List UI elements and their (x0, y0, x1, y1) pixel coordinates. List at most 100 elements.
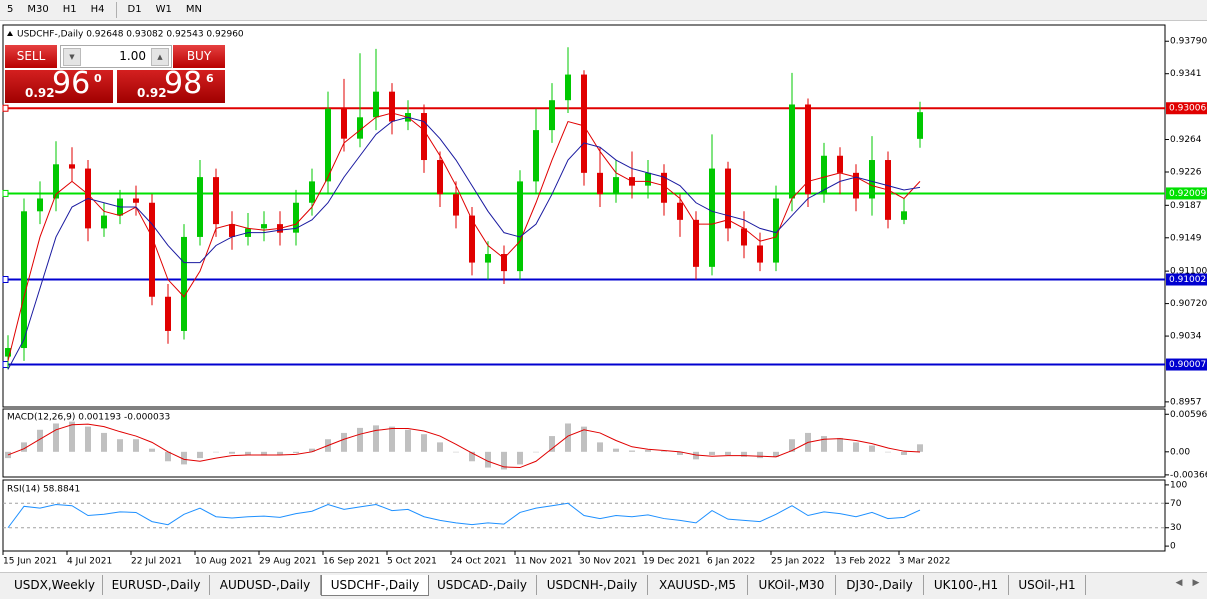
macd-bar (181, 451, 187, 465)
level-label: 0.92009 (1169, 189, 1206, 199)
bid-sup: 0 (94, 72, 102, 85)
level-anchor (2, 189, 9, 197)
timeframe-button[interactable]: H4 (90, 4, 105, 15)
macd-bar (405, 429, 411, 452)
candle-body (421, 113, 427, 161)
chart-tab[interactable]: UK100-,H1 (924, 575, 1009, 595)
macd-bar (853, 442, 859, 452)
bid-price[interactable]: 0.92 96 0 (5, 66, 113, 103)
candle-body (69, 164, 75, 169)
macd-signal (7, 423, 921, 469)
chart-tab[interactable]: USDCAD-,Daily (428, 575, 537, 595)
timeframe-button[interactable]: 5 (7, 4, 14, 15)
x-tick-label: 16 Sep 2021 (323, 557, 380, 567)
chart-tab[interactable]: EURUSD-,Daily (103, 575, 210, 595)
chart-tab[interactable]: USOil-,H1 (1009, 575, 1086, 595)
chart-tab[interactable]: USDX,Weekly (7, 575, 103, 595)
tab-next[interactable]: ▶ (1192, 578, 1200, 588)
candle-body (197, 177, 203, 237)
ma-slow (7, 116, 921, 370)
one-click-trading: SELL ▼ 1.00 ▲ BUY 0.92 96 0 0.92 98 6 (5, 45, 225, 103)
x-tick-label: 15 Jun 2021 (3, 557, 57, 567)
candle-body (341, 108, 347, 139)
level-label-box (1166, 358, 1207, 371)
timeframe-button[interactable]: D1 (127, 4, 142, 15)
level-label: 0.91002 (1169, 275, 1206, 285)
macd-bar (85, 426, 91, 452)
rsi-line (7, 502, 921, 529)
y-tick-label: 0.9187 (1170, 201, 1202, 211)
candle-body (581, 74, 587, 173)
x-tick-label: 30 Nov 2021 (579, 557, 637, 567)
lot-down[interactable]: ▼ (63, 48, 81, 66)
candle-body (677, 202, 683, 220)
macd-bar (517, 451, 523, 465)
y-tick-label: 100 (1170, 480, 1187, 490)
ask-big: 0.92 (137, 86, 167, 100)
timeframe-button[interactable]: M30 (27, 4, 49, 15)
lot-up[interactable]: ▲ (151, 48, 169, 66)
y-tick-label: 0.9341 (1170, 69, 1202, 79)
candle-body (469, 215, 475, 263)
chart-tab[interactable]: USDCHF-,Daily (321, 575, 429, 596)
lot-field[interactable]: ▼ 1.00 ▲ (60, 45, 172, 68)
sell-button[interactable]: SELL (5, 45, 57, 68)
macd-bar (693, 451, 699, 460)
level-label: 0.90007 (1169, 360, 1206, 370)
tab-prev[interactable]: ◀ (1175, 578, 1183, 588)
candle-body (789, 104, 795, 199)
timeframe-button[interactable]: MN (185, 4, 202, 15)
candle-body (741, 228, 747, 246)
macd-bar (677, 451, 683, 455)
macd-bar (581, 426, 587, 452)
candle-body (21, 211, 27, 349)
chart-tab[interactable]: DJ30-,Daily (836, 575, 924, 595)
bid-big: 0.92 (25, 86, 55, 100)
y-tick-label: 70 (1170, 499, 1182, 509)
y-tick-label: 0.005963 (1170, 410, 1207, 420)
candle-body (53, 164, 59, 199)
chart-tab[interactable]: XAUUSD-,M5 (648, 575, 748, 595)
y-tick-label: 0.91100 (1170, 267, 1207, 277)
level-label-box (1166, 102, 1207, 115)
macd-header: MACD(12,26,9) 0.001193 -0.000033 (7, 413, 170, 423)
chart-tab[interactable]: AUDUSD-,Daily (210, 575, 321, 595)
candle-body (181, 236, 187, 331)
candle-body (645, 172, 651, 186)
macd-bar (149, 448, 155, 452)
ask-main: 98 (164, 66, 203, 101)
candle-body (149, 202, 155, 297)
candle-body (901, 211, 907, 220)
y-tick-label: 0.9034 (1170, 332, 1202, 342)
macd-bar (133, 439, 139, 452)
candle-body (549, 100, 555, 131)
timeframe-button[interactable]: H1 (62, 4, 77, 15)
candle-body (613, 177, 619, 195)
macd-bar (837, 437, 843, 452)
candle-body (5, 348, 11, 357)
main-header: USDCHF-,Daily 0.92648 0.93082 0.92543 0.… (17, 30, 244, 40)
level-anchor (2, 275, 9, 283)
x-tick-label: 4 Jul 2021 (67, 557, 112, 567)
chart-tab[interactable]: USDCNH-,Daily (537, 575, 648, 595)
timeframe-toolbar: 5 M30 H1 H4 D1 W1 MN (0, 0, 1207, 21)
x-tick-label: 29 Aug 2021 (259, 557, 317, 567)
macd-bar (293, 451, 299, 454)
macd-bar (309, 448, 315, 452)
candle-body (101, 215, 107, 229)
timeframe-button[interactable]: W1 (155, 4, 172, 15)
level-label-box (1166, 273, 1207, 286)
candle-body (805, 104, 811, 195)
candle-body (773, 198, 779, 263)
separator (115, 2, 117, 18)
y-tick-label: 0.9264 (1170, 135, 1202, 145)
chart-tab[interactable]: UKOil-,M30 (748, 575, 836, 595)
macd-bar (69, 421, 75, 452)
macd-bar (53, 423, 59, 452)
buy-button[interactable]: BUY (173, 45, 225, 68)
candle-body (373, 91, 379, 118)
macd-bar (37, 429, 43, 452)
ask-price[interactable]: 0.92 98 6 (117, 66, 225, 103)
candle-body (917, 112, 923, 139)
